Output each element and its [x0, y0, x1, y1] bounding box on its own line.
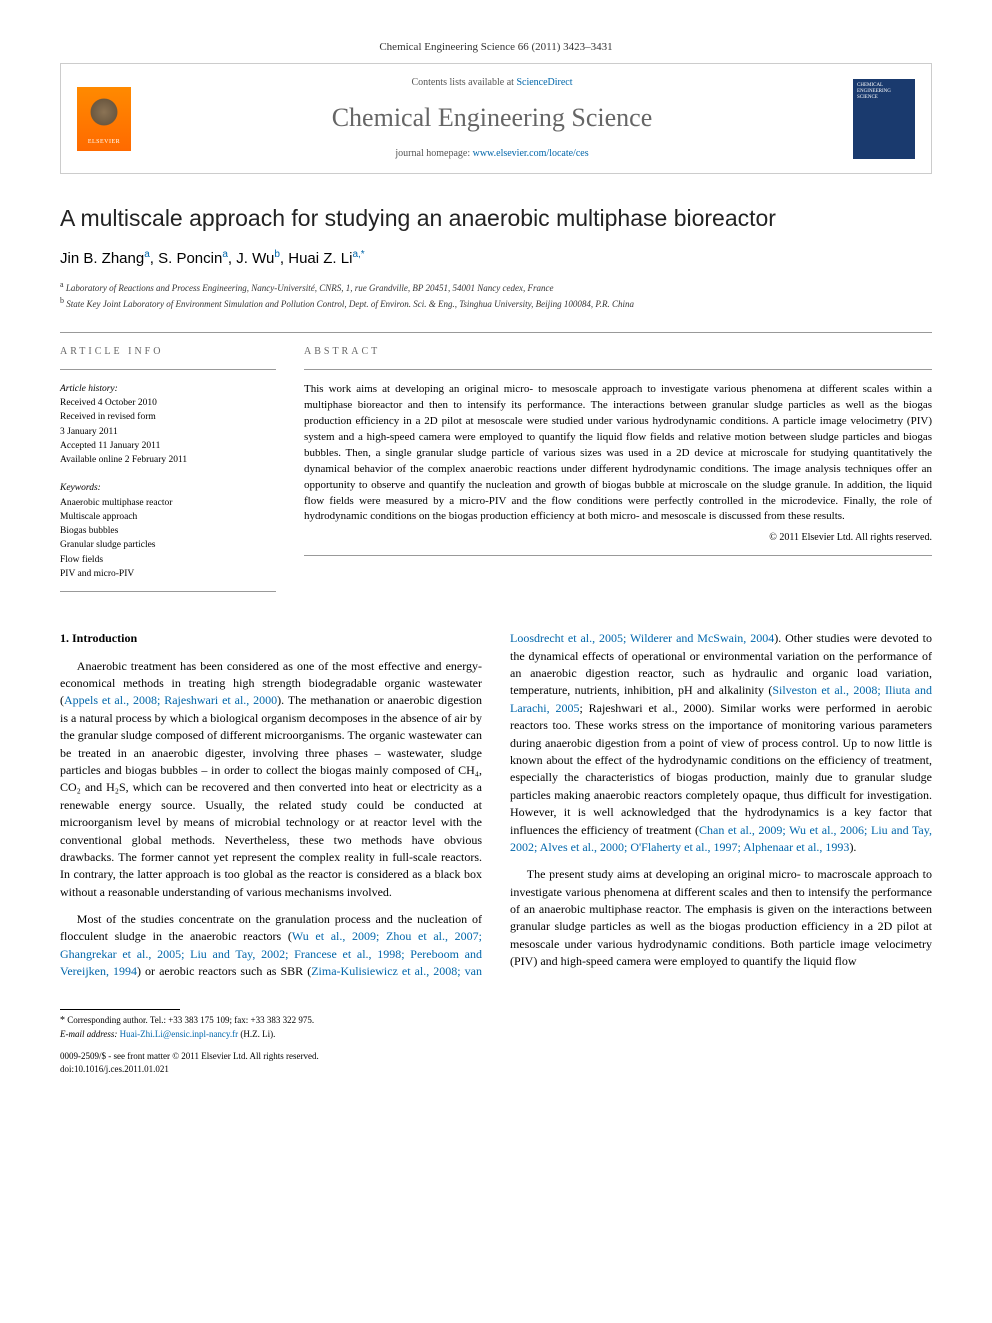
journal-cover: CHEMICAL ENGINEERING SCIENCE	[853, 79, 915, 159]
keywords-head: Keywords:	[60, 481, 276, 495]
body-columns: 1. Introduction Anaerobic treatment has …	[60, 630, 932, 980]
affiliations: a Laboratory of Reactions and Process En…	[60, 279, 932, 312]
issn-line: 0009-2509/$ - see front matter © 2011 El…	[60, 1050, 319, 1063]
affil-sup: b	[60, 296, 64, 305]
history-head: Article history:	[60, 382, 276, 396]
history-line: Accepted 11 January 2011	[60, 439, 276, 453]
article-info-label: ARTICLE INFO	[60, 345, 276, 359]
history-line: 3 January 2011	[60, 425, 276, 439]
doi-line: doi:10.1016/j.ces.2011.01.021	[60, 1063, 319, 1076]
abstract-text: This work aims at developing an original…	[304, 382, 932, 525]
homepage-line: journal homepage: www.elsevier.com/locat…	[147, 147, 837, 161]
masthead: ELSEVIER Contents lists available at Sci…	[60, 63, 932, 173]
email-line: E-mail address: Huai-Zhi.Li@ensic.inpl-n…	[60, 1028, 932, 1041]
author-sup: b	[274, 249, 280, 260]
body-text: ).	[849, 840, 856, 854]
affil-sup: a	[60, 280, 64, 289]
keyword: Anaerobic multiphase reactor	[60, 496, 276, 510]
footer-divider	[60, 1009, 180, 1010]
sciencedirect-link[interactable]: ScienceDirect	[516, 77, 572, 88]
keyword: Biogas bubbles	[60, 524, 276, 538]
footer-meta: 0009-2509/$ - see front matter © 2011 El…	[60, 1050, 932, 1075]
contents-prefix: Contents lists available at	[411, 77, 516, 88]
article-history: Article history: Received 4 October 2010…	[60, 382, 276, 468]
email-label: E-mail address:	[60, 1029, 117, 1039]
article-title: A multiscale approach for studying an an…	[60, 202, 932, 234]
history-line: Received in revised form	[60, 410, 276, 424]
author-sup: a	[222, 249, 228, 260]
author: Jin B. Zhang	[60, 250, 144, 267]
divider	[60, 332, 932, 333]
keywords: Keywords: Anaerobic multiphase reactor M…	[60, 481, 276, 581]
divider	[60, 369, 276, 370]
masthead-center: Contents lists available at ScienceDirec…	[147, 76, 837, 160]
homepage-prefix: journal homepage:	[395, 148, 472, 159]
corr-text: Corresponding author. Tel.: +33 383 175 …	[67, 1015, 314, 1025]
divider	[304, 555, 932, 556]
keyword: Multiscale approach	[60, 510, 276, 524]
author: S. Poncin	[158, 250, 222, 267]
footer-left: 0009-2509/$ - see front matter © 2011 El…	[60, 1050, 319, 1075]
author-sup: a	[144, 249, 150, 260]
author: J. Wu	[236, 250, 274, 267]
divider	[60, 591, 276, 592]
elsevier-logo-text: ELSEVIER	[88, 138, 120, 146]
body-paragraph: Anaerobic treatment has been considered …	[60, 658, 482, 901]
article-info-col: ARTICLE INFO Article history: Received 4…	[60, 345, 276, 604]
body-text: ). The methanation or anaerobic digestio…	[60, 693, 482, 898]
journal-name: Chemical Engineering Science	[147, 100, 837, 136]
copyright: © 2011 Elsevier Ltd. All rights reserved…	[304, 531, 932, 545]
footer: * Corresponding author. Tel.: +33 383 17…	[60, 1001, 932, 1076]
affiliation: b State Key Joint Laboratory of Environm…	[60, 295, 932, 312]
homepage-link[interactable]: www.elsevier.com/locate/ces	[473, 148, 589, 159]
contents-line: Contents lists available at ScienceDirec…	[147, 76, 837, 90]
body-text: ; Rajeshwari et al., 2000). Similar work…	[510, 701, 932, 837]
email-name: (H.Z. Li).	[240, 1029, 275, 1039]
email-link[interactable]: Huai-Zhi.Li@ensic.inpl-nancy.fr	[120, 1029, 238, 1039]
body-paragraph: The present study aims at developing an …	[510, 866, 932, 970]
affil-text: Laboratory of Reactions and Process Engi…	[66, 283, 554, 293]
affiliation: a Laboratory of Reactions and Process En…	[60, 279, 932, 296]
history-line: Available online 2 February 2011	[60, 453, 276, 467]
keyword: Granular sludge particles	[60, 538, 276, 552]
affil-text: State Key Joint Laboratory of Environmen…	[66, 299, 634, 309]
section-heading: 1. Introduction	[60, 630, 482, 647]
elsevier-logo: ELSEVIER	[77, 87, 131, 151]
body-text: ) or aerobic reactors such as SBR (	[137, 964, 311, 978]
citation-link[interactable]: Appels et al., 2008; Rajeshwari et al., …	[64, 693, 277, 707]
citation-header: Chemical Engineering Science 66 (2011) 3…	[60, 40, 932, 55]
abstract-label: ABSTRACT	[304, 345, 932, 359]
star-icon: *	[60, 1015, 65, 1026]
authors: Jin B. Zhanga, S. Poncina, J. Wub, Huai …	[60, 248, 932, 269]
author-sup: a,*	[352, 249, 364, 260]
history-line: Received 4 October 2010	[60, 396, 276, 410]
author: Huai Z. Li	[288, 250, 352, 267]
info-abstract-row: ARTICLE INFO Article history: Received 4…	[60, 345, 932, 604]
elsevier-tree-icon	[84, 98, 124, 138]
keyword: Flow fields	[60, 553, 276, 567]
abstract-col: ABSTRACT This work aims at developing an…	[304, 345, 932, 604]
divider	[304, 369, 932, 370]
keyword: PIV and micro-PIV	[60, 567, 276, 581]
corresponding-author: * Corresponding author. Tel.: +33 383 17…	[60, 1014, 932, 1028]
journal-cover-title: CHEMICAL ENGINEERING SCIENCE	[857, 83, 911, 101]
